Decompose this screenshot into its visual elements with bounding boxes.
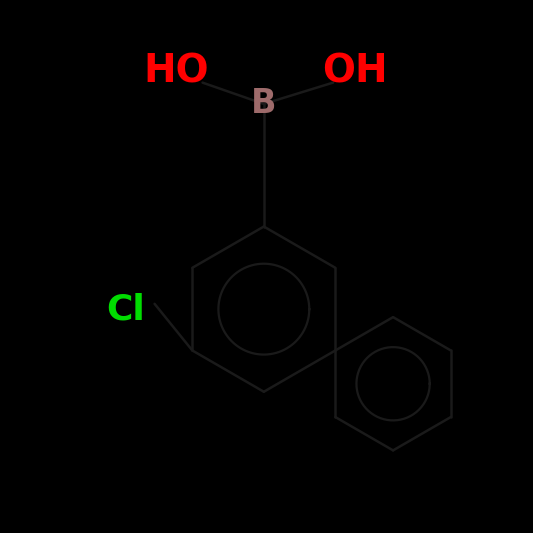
Text: HO: HO: [143, 53, 209, 91]
Text: OH: OH: [321, 53, 387, 91]
Text: Cl: Cl: [106, 292, 144, 326]
Text: B: B: [251, 87, 277, 120]
